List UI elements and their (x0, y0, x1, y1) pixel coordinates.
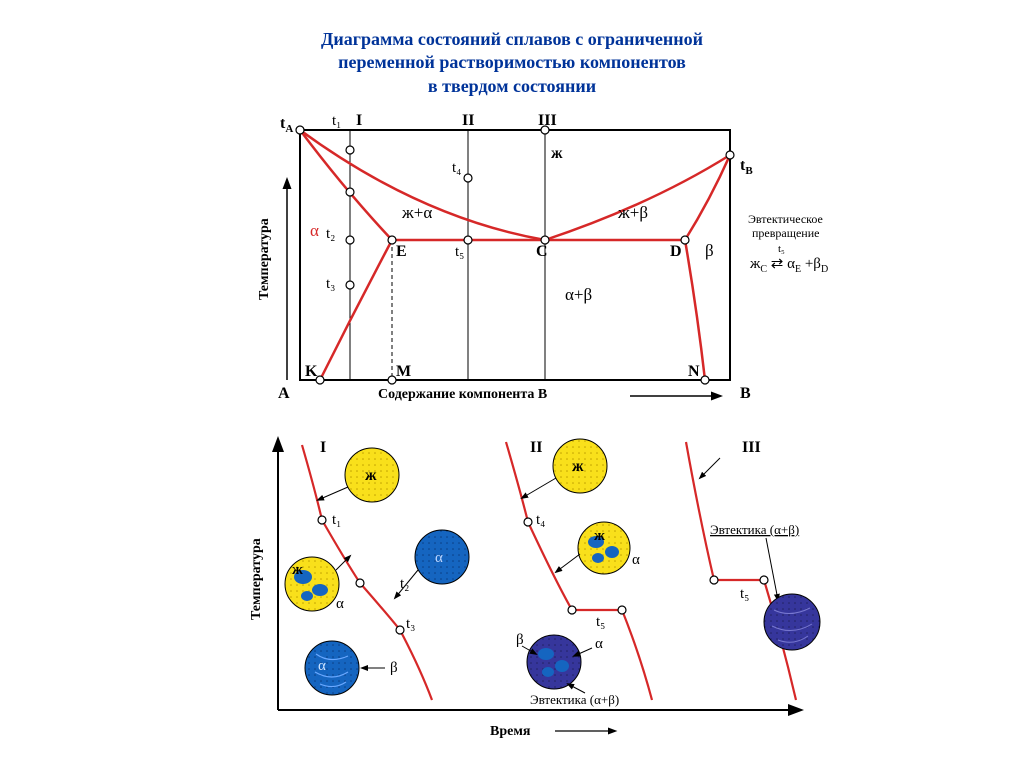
svg-text:β: β (390, 660, 398, 676)
lbl-I: I (356, 112, 362, 129)
region-b: β (705, 241, 714, 260)
lbl-II: II (462, 112, 474, 129)
svg-text:I: I (320, 439, 326, 456)
region-zha: ж+α (401, 203, 432, 222)
svg-text:t₃: t₃ (406, 616, 415, 632)
svg-text:α: α (336, 596, 344, 612)
phase-diagram: tA tB t₁ I II III t₄ ж t₂ t₃ t₅ α ж+α ж+… (257, 112, 828, 402)
pt-K: K (305, 363, 318, 380)
cool-xlabel: Время (490, 724, 531, 739)
lbl-t2: t₂ (326, 226, 335, 242)
lbl-III: III (538, 112, 557, 129)
svg-text:t₄: t₄ (536, 512, 545, 528)
pt-E: E (396, 243, 407, 260)
svg-text:β: β (516, 632, 524, 648)
svg-text:t₅: t₅ (596, 614, 605, 630)
side-l2: превращение (752, 226, 819, 240)
svg-text:ж: ж (292, 562, 303, 578)
side-l1: Эвтектическое (748, 212, 823, 226)
eutectic-t5: t₅ (778, 243, 785, 255)
svg-text:α: α (318, 658, 326, 674)
svg-text:α: α (435, 550, 443, 566)
eutectic-lbl-2: Эвтектика (α+β) (710, 522, 799, 537)
eutectic-eq: жC ⇄ αE +βD (749, 256, 828, 276)
curve-II: II t₄ t₅ ж ж α β α Эвтектика (α+β) (506, 439, 652, 707)
region-zhb: ж+β (617, 203, 648, 222)
region-a: α (310, 221, 319, 240)
svg-text:ж: ж (594, 528, 605, 544)
svg-text:II: II (530, 439, 542, 456)
svg-text:III: III (742, 439, 761, 456)
cooling-curves: Температура Время I t₁ t₂ t₃ ж ж α (249, 439, 820, 739)
pt-tB: tB (740, 157, 753, 177)
lbl-t4: t₄ (452, 160, 461, 176)
pt-B: B (740, 385, 751, 402)
pt-A: A (278, 385, 290, 402)
pt-C: C (536, 243, 548, 260)
pt-tA: tA (280, 115, 293, 135)
eutectic-lbl-1: Эвтектика (α+β) (530, 692, 619, 707)
pt-M: M (396, 363, 411, 380)
lbl-t3: t₃ (326, 276, 335, 292)
svg-text:t₅: t₅ (740, 586, 749, 602)
svg-text:ж: ж (572, 458, 584, 475)
svg-text:ж: ж (365, 467, 377, 484)
pt-N: N (688, 363, 700, 380)
lbl-t1: t₁ (332, 113, 341, 129)
svg-text:t₁: t₁ (332, 512, 341, 528)
region-zh: ж (551, 145, 563, 162)
cool-ylabel: Температура (249, 538, 264, 620)
curve-III: III t₅ Эвтектика (α+β) (686, 439, 820, 700)
phase-xlabel: Содержание компонента B (378, 387, 547, 402)
pt-D: D (670, 243, 682, 260)
region-ab: α+β (565, 285, 592, 304)
lbl-t5: t₅ (455, 244, 464, 260)
svg-text:α: α (595, 636, 603, 652)
svg-text:α: α (632, 552, 640, 568)
curve-I: I t₁ t₂ t₃ ж ж α α α (285, 439, 469, 700)
phase-ylabel: Температура (257, 218, 272, 300)
diagram-svg: tA tB t₁ I II III t₄ ж t₂ t₃ t₅ α ж+α ж+… (0, 0, 1024, 767)
